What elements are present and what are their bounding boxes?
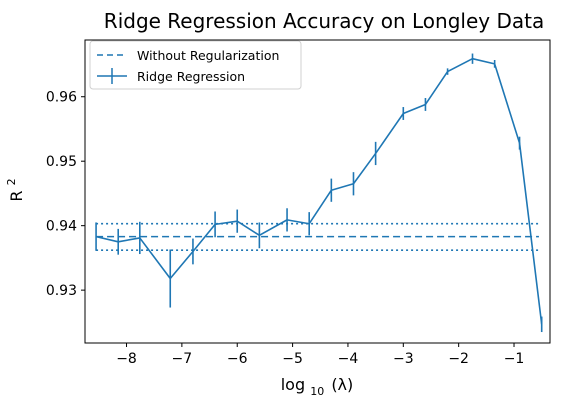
- y-tick-label: 0.95: [46, 154, 77, 170]
- y-tick-label: 0.94: [46, 219, 77, 235]
- x-axis-ticks: −8 −7 −6 −5 −4 −3 −2 −1: [116, 343, 524, 367]
- y-axis-ticks: 0.93 0.94 0.95 0.96: [46, 90, 85, 299]
- x-tick-label: −3: [393, 351, 414, 367]
- y-tick-label: 0.93: [46, 283, 77, 299]
- x-axis-label-main: log: [281, 375, 305, 394]
- y-axis-label-main: R: [7, 190, 26, 201]
- x-tick-label: −8: [116, 351, 137, 367]
- y-tick-label: 0.96: [46, 90, 77, 106]
- x-tick-label: −5: [282, 351, 303, 367]
- legend: Without Regularization Ridge Regression: [89, 40, 302, 90]
- x-axis-label: log 10 (λ): [281, 375, 354, 399]
- x-axis-label-tail: (λ): [331, 375, 353, 394]
- plot-frame: [84, 39, 551, 344]
- y-axis-label: R 2: [5, 178, 26, 201]
- y-axis-label-superscript: 2: [5, 178, 18, 185]
- legend-series-label: Ridge Regression: [137, 69, 245, 84]
- series-line: [95, 57, 543, 325]
- x-tick-label: −2: [448, 351, 469, 367]
- x-tick-label: −4: [338, 351, 359, 367]
- chart-title: Ridge Regression Accuracy on Longley Dat…: [104, 9, 544, 33]
- plot-layer: [95, 53, 543, 333]
- x-axis-label-subscript: 10: [310, 385, 324, 398]
- legend-box: [89, 40, 302, 90]
- x-tick-label: −6: [227, 351, 248, 367]
- x-tick-label: −7: [172, 351, 193, 367]
- x-tick-label: −1: [504, 351, 525, 367]
- legend-baseline-label: Without Regularization: [137, 48, 279, 63]
